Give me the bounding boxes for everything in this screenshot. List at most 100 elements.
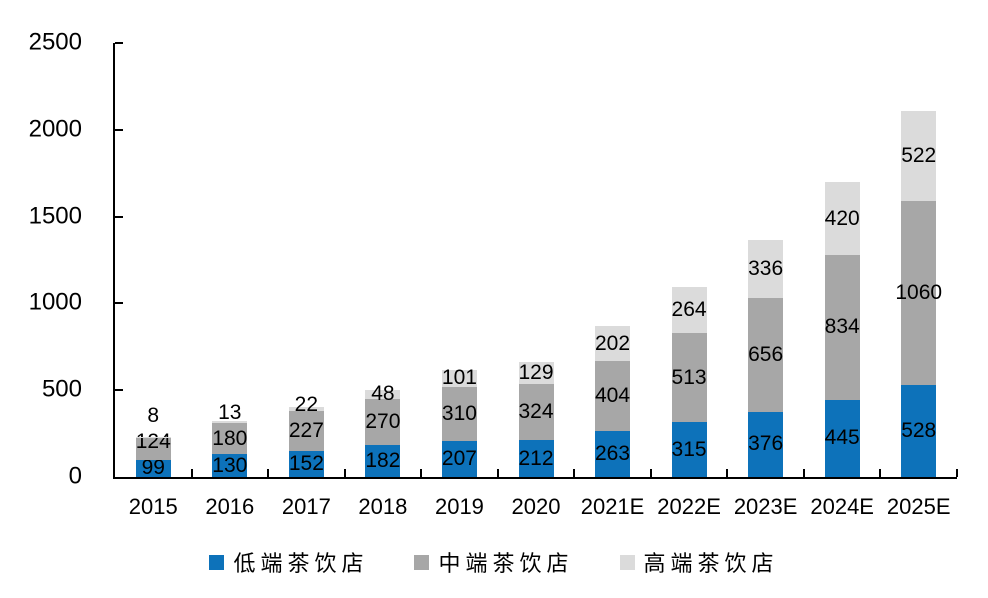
data-label: 130 xyxy=(212,453,248,477)
data-label: 324 xyxy=(518,400,554,424)
x-axis-label: 2020 xyxy=(511,494,561,519)
bar-segment-3 xyxy=(212,420,248,424)
y-axis-tick xyxy=(115,389,123,392)
x-axis-label: 2019 xyxy=(434,494,484,519)
legend-label: 中端茶饮店 xyxy=(438,551,574,576)
bar-segment-3 xyxy=(748,239,784,298)
bar-segment-1 xyxy=(518,440,554,477)
data-label: 1060 xyxy=(895,281,943,305)
data-label: 522 xyxy=(901,144,937,167)
bar-segment-1 xyxy=(901,385,937,477)
x-axis-label: 2021E xyxy=(580,494,645,519)
x-axis-line xyxy=(113,477,957,479)
data-label: 315 xyxy=(671,437,707,461)
x-axis-tick xyxy=(879,469,882,477)
x-axis-label: 2024E xyxy=(810,494,874,519)
bar-segment-3 xyxy=(824,182,860,255)
legend-swatch-icon xyxy=(414,554,430,570)
legend-item-1: 低端茶饮店 xyxy=(209,546,368,578)
legend-item-3: 高端茶饮店 xyxy=(619,546,779,578)
bar-segment-2 xyxy=(748,297,784,412)
y-axis-tick xyxy=(115,42,123,44)
data-label: 152 xyxy=(288,451,324,475)
data-label: 48 xyxy=(371,382,395,406)
x-axis-tick xyxy=(726,469,729,477)
y-axis-label: 2000 xyxy=(28,115,82,143)
x-axis-tick xyxy=(573,469,576,477)
data-label: 202 xyxy=(595,331,631,355)
bar-segment-2 xyxy=(671,333,707,423)
bar-segment-3 xyxy=(365,390,401,399)
data-label: 513 xyxy=(671,365,707,389)
data-label: 376 xyxy=(748,432,784,456)
legend-swatch-icon xyxy=(209,554,225,570)
data-label: 310 xyxy=(441,402,477,426)
x-axis-tick xyxy=(267,469,270,477)
y-axis-tick xyxy=(115,128,123,131)
data-label: 124 xyxy=(135,430,171,454)
data-label: 656 xyxy=(748,342,784,366)
x-axis-label: 2018 xyxy=(358,494,408,519)
data-label: 180 xyxy=(212,426,248,450)
x-axis-tick xyxy=(190,469,193,477)
data-label: 207 xyxy=(441,447,477,471)
bar-segment-2 xyxy=(901,201,937,386)
bar-segment-1 xyxy=(212,454,248,477)
bar-segment-1 xyxy=(824,399,860,477)
data-label: 336 xyxy=(748,256,784,280)
data-label: 212 xyxy=(518,446,554,470)
bar-segment-3 xyxy=(288,407,324,412)
data-label: 528 xyxy=(901,419,937,443)
bar-segment-1 xyxy=(135,459,171,477)
bar-segment-3 xyxy=(135,436,171,439)
x-axis-label: 2023E xyxy=(733,494,798,519)
bar-segment-3 xyxy=(595,326,631,362)
bar-segment-1 xyxy=(288,450,324,477)
bar-segment-2 xyxy=(441,387,477,442)
y-axis-label: 0 xyxy=(68,462,82,490)
bar-segment-1 xyxy=(671,422,707,477)
x-axis-tick xyxy=(956,469,958,477)
y-axis-line xyxy=(113,43,115,479)
bar-segment-2 xyxy=(824,254,860,400)
data-label: 182 xyxy=(365,449,401,473)
x-axis-label: 2022E xyxy=(657,494,721,519)
x-axis-label: 2017 xyxy=(281,494,331,519)
y-axis-tick xyxy=(115,302,123,305)
bar-segment-2 xyxy=(135,438,171,460)
bar-segment-3 xyxy=(671,287,707,334)
x-axis-tick xyxy=(420,469,423,477)
y-axis-tick xyxy=(115,215,123,218)
data-label: 22 xyxy=(294,392,319,416)
bar-segment-1 xyxy=(595,431,631,477)
bar-segment-1 xyxy=(441,441,477,477)
data-label: 129 xyxy=(518,360,554,384)
x-axis-label: 2015 xyxy=(128,494,178,519)
x-axis-tick xyxy=(649,469,652,477)
data-label: 8 xyxy=(147,404,160,428)
data-label: 445 xyxy=(824,426,860,450)
bar-segment-2 xyxy=(288,411,324,451)
data-label: 834 xyxy=(824,315,860,339)
chart-legend: 低端茶饮店 中端茶饮店 高端茶饮店 xyxy=(0,546,988,578)
x-axis-label: 2016 xyxy=(205,494,255,519)
y-axis-label: 1500 xyxy=(28,202,82,230)
legend-label: 高端茶饮店 xyxy=(643,551,779,576)
data-label: 264 xyxy=(671,298,707,322)
data-label: 13 xyxy=(218,400,242,424)
data-label: 227 xyxy=(288,418,324,442)
bar-segment-2 xyxy=(212,423,248,455)
x-axis-label: 2025E xyxy=(886,494,951,519)
bar-segment-2 xyxy=(595,361,631,432)
y-axis-label: 2500 xyxy=(28,28,82,56)
legend-label: 低端茶饮店 xyxy=(233,551,369,576)
data-label: 263 xyxy=(595,442,631,466)
legend-swatch-icon xyxy=(619,554,635,570)
data-label: 270 xyxy=(365,409,401,433)
bar-segment-2 xyxy=(365,398,401,446)
legend-item-2: 中端茶饮店 xyxy=(414,546,573,578)
bar-segment-3 xyxy=(901,110,937,202)
bar-segment-1 xyxy=(365,445,401,477)
y-axis-label: 1000 xyxy=(28,288,82,316)
